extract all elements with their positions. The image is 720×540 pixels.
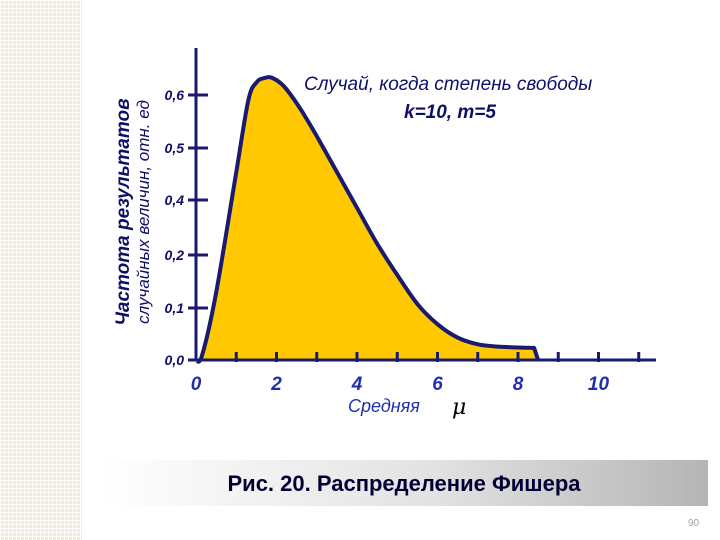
x-axis-symbol: μ xyxy=(452,395,466,420)
decorative-left-strip xyxy=(0,0,82,540)
figure-caption: Рис. 20. Распределение Фишера xyxy=(227,471,581,496)
page-number: 90 xyxy=(688,518,700,529)
y-axis-label-line1: Частота результатов xyxy=(113,98,134,325)
x-axis-ticks: 0 2 4 6 8 10 xyxy=(191,352,641,395)
fisher-distribution-chart: 0,0 0,1 0,2 0,4 0,5 0,6 0 2 4 6 8 10 Случай, когда… xyxy=(113,48,656,420)
x-tick-label: 2 xyxy=(270,374,282,395)
y-tick-label: 0,6 xyxy=(165,87,185,103)
distribution-area xyxy=(196,77,539,362)
figure-caption-bar: Рис. 20. Распределение Фишера xyxy=(100,460,708,506)
chart-title: Случай, когда степень свободы xyxy=(304,74,592,95)
x-tick-label: 6 xyxy=(432,374,443,395)
y-tick-label: 0,4 xyxy=(165,192,185,208)
distribution-curve xyxy=(194,75,540,364)
x-tick-label: 8 xyxy=(513,374,524,395)
x-tick-label: 0 xyxy=(191,374,202,395)
x-tick-label: 10 xyxy=(588,374,610,395)
y-tick-label: 0,5 xyxy=(165,140,185,156)
chart-subtitle: k=10, m=5 xyxy=(404,102,496,123)
y-tick-label: 0,0 xyxy=(165,352,185,368)
y-axis-ticks: 0,0 0,1 0,2 0,4 0,5 0,6 xyxy=(165,87,208,368)
x-tick-label: 4 xyxy=(351,374,363,395)
y-tick-label: 0,1 xyxy=(165,300,185,316)
y-tick-label: 0,2 xyxy=(165,247,185,263)
y-axis-label-line2: случайных величин, отн. ед xyxy=(134,100,153,324)
x-axis-label: Средняя xyxy=(348,396,420,416)
